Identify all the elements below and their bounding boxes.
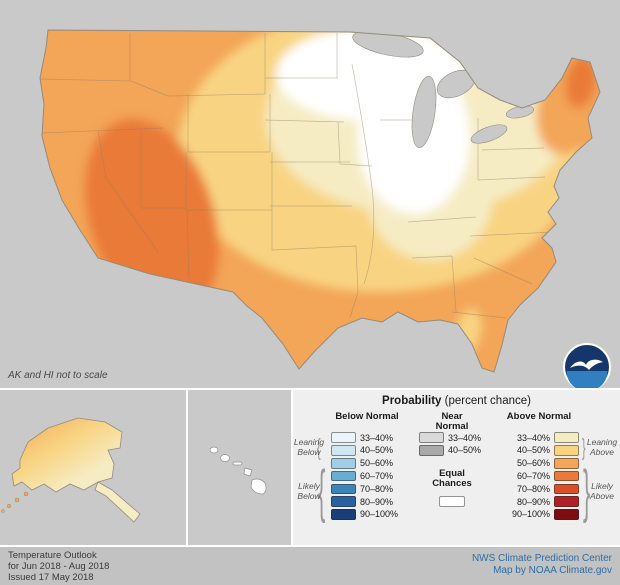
footer-line: Issued 17 May 2018 bbox=[8, 572, 94, 583]
legend-swatch bbox=[331, 470, 356, 482]
legend-row: 70–80% bbox=[327, 483, 407, 495]
aleutian-islands bbox=[1, 491, 29, 513]
annotation-leaning-above: Leaning Above bbox=[586, 437, 618, 457]
legend-row-label: 33–40% bbox=[360, 432, 394, 443]
probability-shading bbox=[40, 30, 600, 372]
divider bbox=[186, 390, 188, 545]
legend-swatch bbox=[554, 458, 579, 469]
alaska-inset bbox=[0, 390, 186, 545]
legend-swatch bbox=[419, 445, 444, 456]
legend-row: 60–70% bbox=[327, 470, 407, 482]
legend-row: 40–50% bbox=[497, 445, 581, 456]
legend-row: 90–100% bbox=[497, 509, 581, 520]
lake-erie bbox=[470, 124, 508, 144]
legend-title: Probability (percent chance) bbox=[293, 395, 620, 407]
legend-title-bold: Probability bbox=[382, 395, 442, 407]
footer-credit-line: NWS Climate Prediction Center bbox=[471, 553, 612, 564]
legend-row-label: 80–90% bbox=[516, 496, 550, 507]
legend-swatch bbox=[419, 432, 444, 443]
annotation-likely-above: Likely Above bbox=[589, 481, 615, 501]
conus-map bbox=[39, 29, 601, 373]
legend-row: 50–60% bbox=[327, 458, 407, 469]
brace-decoration: { bbox=[316, 434, 321, 460]
legend-row: 60–70% bbox=[497, 470, 581, 482]
legend-row-label: 33–40% bbox=[516, 432, 550, 443]
legend-row: 33–40% bbox=[497, 432, 581, 443]
brace-decoration: } bbox=[581, 434, 586, 460]
lake-michigan bbox=[411, 76, 437, 148]
legend-row: 33–40% bbox=[415, 432, 489, 443]
noaa-logo-icon bbox=[562, 342, 612, 392]
legend-title-suffix: (percent chance) bbox=[441, 395, 531, 407]
legend-swatch bbox=[554, 483, 579, 495]
legend-swatch bbox=[554, 432, 579, 443]
equal-chances-swatch bbox=[439, 496, 465, 508]
divider bbox=[291, 390, 293, 545]
legend-swatch bbox=[554, 470, 579, 482]
brace-decoration: { bbox=[318, 459, 326, 524]
legend-swatch bbox=[554, 509, 579, 520]
legend-swatch bbox=[331, 483, 356, 495]
legend-row-label: 90–100% bbox=[511, 509, 550, 520]
scale-note: AK and HI not to scale bbox=[8, 370, 108, 381]
footer-line: Temperature Outlook bbox=[8, 550, 97, 561]
footer-title-block: Temperature Outlook for Jun 2018 - Aug 2… bbox=[8, 550, 109, 583]
legend-row: 80–90% bbox=[497, 496, 581, 507]
legend-row: 40–50% bbox=[327, 445, 407, 456]
alaska-land bbox=[11, 417, 123, 493]
alaska-panhandle bbox=[94, 481, 141, 523]
divider bbox=[0, 388, 620, 390]
divider bbox=[0, 545, 620, 547]
legend-header-near: Near Normal bbox=[435, 411, 469, 432]
footer-credit-block: NWS Climate Prediction Center Map by NOA… bbox=[472, 553, 612, 577]
legend-column-above: Above Normal 33–40% 40–50% 50–60% 60–70%… bbox=[497, 412, 581, 521]
hawaii-inset bbox=[188, 390, 291, 545]
legend-row-label: 40–50% bbox=[448, 445, 482, 456]
legend-swatch bbox=[331, 496, 356, 507]
legend-row-label: 70–80% bbox=[516, 483, 550, 494]
legend-row-label: 40–50% bbox=[516, 445, 550, 456]
legend-panel: Probability (percent chance) { { } } Lea… bbox=[293, 390, 620, 545]
legend-row-label: 60–70% bbox=[516, 471, 550, 482]
equal-chances-label: Equal Chances bbox=[432, 468, 472, 490]
legend-row-label: 70–80% bbox=[360, 483, 394, 494]
legend-row-label: 60–70% bbox=[360, 471, 394, 482]
footer-line: for Jun 2018 - Aug 2018 bbox=[8, 561, 110, 572]
legend-row: 70–80% bbox=[497, 483, 581, 495]
legend-swatch bbox=[331, 445, 356, 456]
annotation-likely-below: Likely Below bbox=[297, 481, 321, 501]
legend-column-near: Near Normal 33–40% 40–50% Equal Chances bbox=[415, 412, 489, 512]
footer-credit-line: Map by NOAA Climate.gov bbox=[493, 565, 612, 576]
legend-row-label: 80–90% bbox=[360, 496, 394, 507]
hawaiian-islands bbox=[209, 446, 267, 495]
legend-row: 80–90% bbox=[327, 496, 407, 507]
state-borders bbox=[40, 33, 555, 319]
legend-row: 90–100% bbox=[327, 509, 407, 520]
legend-swatch bbox=[554, 445, 579, 456]
legend-header-above: Above Normal bbox=[506, 411, 572, 422]
legend-row: 40–50% bbox=[415, 445, 489, 456]
equal-chances-block: Equal Chances bbox=[415, 469, 489, 512]
us-border-outline bbox=[39, 29, 601, 373]
legend-row-label: 50–60% bbox=[360, 458, 394, 469]
footer-bar: Temperature Outlook for Jun 2018 - Aug 2… bbox=[0, 547, 620, 585]
legend-row: 50–60% bbox=[497, 458, 581, 469]
legend-column-below: Below Normal 33–40% 40–50% 50–60% 60–70%… bbox=[327, 412, 407, 521]
legend-swatch bbox=[331, 509, 356, 520]
legend-header-below: Below Normal bbox=[335, 411, 399, 422]
legend-row-label: 40–50% bbox=[360, 445, 394, 456]
legend-swatch bbox=[331, 432, 356, 443]
brace-decoration: } bbox=[583, 459, 591, 524]
legend-row-label: 90–100% bbox=[360, 509, 399, 520]
legend-swatch bbox=[331, 458, 356, 469]
legend-swatch bbox=[554, 496, 579, 507]
annotation-leaning-below: Leaning Below bbox=[293, 437, 325, 457]
legend-row-label: 50–60% bbox=[516, 458, 550, 469]
legend-row: 33–40% bbox=[327, 432, 407, 443]
legend-row-label: 33–40% bbox=[448, 432, 482, 443]
